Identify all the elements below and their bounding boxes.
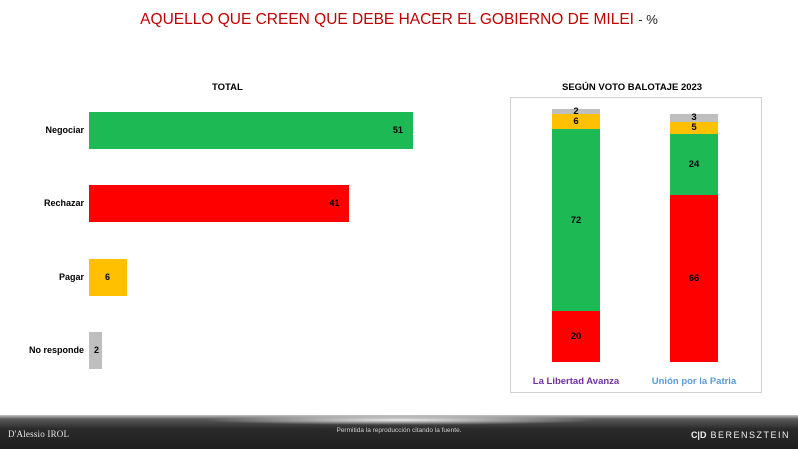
footer-glow [200, 415, 600, 425]
segment-value-label: 24 [688, 159, 700, 171]
category-label: La Libertad Avanza [532, 376, 620, 387]
segment-value-label: 66 [688, 273, 700, 284]
segment-no_responde [552, 109, 600, 115]
bar-rechazar [89, 185, 350, 222]
segment-rechazar [670, 195, 718, 362]
bar-negociar [89, 112, 413, 149]
chart-title: AQUELLO QUE CREEN QUE DEBE HACER EL GOBI… [0, 11, 798, 29]
segment-negociar [670, 134, 718, 196]
bar-value-label: 51 [392, 124, 403, 135]
bar-category-label: Negociar [45, 124, 84, 135]
bar-value-label: 6 [105, 271, 111, 282]
bar-value-label: 41 [329, 197, 340, 208]
berensztein-logo-text: BERENSZTEIN [710, 430, 790, 440]
vote-chart-panel: 20 72 6 2 La Libertad Avanza 66 24 5 3 Unión por … [510, 97, 762, 393]
segment-pagar [552, 114, 600, 130]
segment-value-label: 3 [691, 112, 697, 124]
bar-value-label: 2 [94, 344, 100, 355]
total-chart-title: TOTAL [212, 82, 243, 93]
segment-value-label: 20 [570, 331, 582, 343]
vote-chart-title: SEGÚN VOTO BALOTAJE 2023 [562, 82, 703, 93]
segment-value-label: 5 [691, 122, 697, 134]
segment-negociar [552, 129, 600, 312]
title-unit: - % [638, 12, 658, 27]
segment-rechazar [552, 311, 600, 362]
reproduction-note: Permitida la reproducción citando la fue… [336, 427, 462, 434]
bar-no_responde [89, 332, 102, 369]
bar-category-label: No responde [28, 344, 84, 355]
dalessio-logo: D'Alessio IROL [8, 429, 70, 439]
segment-value-label: 6 [573, 116, 579, 128]
berensztein-logo: C|D BERENSZTEIN [691, 430, 790, 440]
bar-category-label: Pagar [58, 271, 84, 282]
segment-value-label: 2 [573, 106, 579, 118]
berensztein-logo-icon: C|D [690, 430, 707, 440]
title-text: AQUELLO QUE CREEN QUE DEBE HACER EL GOBI… [140, 11, 634, 28]
bar-category-label: Rechazar [43, 197, 84, 208]
footer-bar: D'Alessio IROL Permitida la reproducción… [0, 415, 798, 449]
segment-no_responde [670, 114, 718, 122]
segment-value-label: 72 [570, 214, 582, 226]
bar-pagar [89, 259, 128, 296]
category-label: Unión por la Patria [651, 376, 737, 387]
segment-pagar [670, 121, 718, 135]
